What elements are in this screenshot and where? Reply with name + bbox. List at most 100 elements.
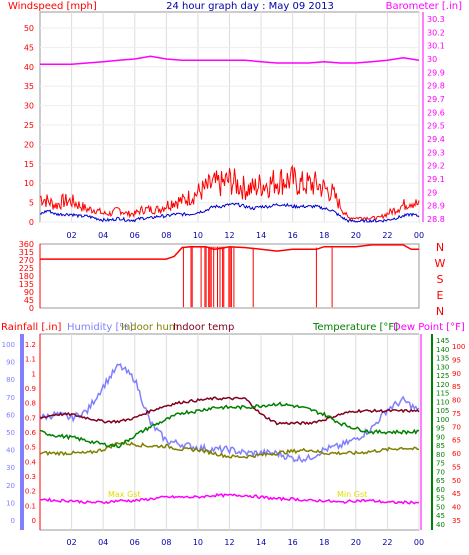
panel3-xtick: 12 (224, 538, 234, 547)
humidity-tick-label: 80 (6, 376, 15, 384)
baro-tick-label: 29.1 (427, 175, 445, 184)
rain-tick-label: 0.6 (25, 429, 37, 437)
dewpoint-tick-label: 70 (452, 423, 461, 431)
dewpoint-tick-label: 45 (452, 490, 461, 498)
temperature-tick-label: 55 (436, 495, 445, 503)
max-gust-annotation: Max Gst (108, 490, 141, 499)
dewpoint-tick-label: 65 (452, 437, 461, 445)
temperature-tick-label: 40 (436, 521, 445, 529)
humidity-tick-label: 100 (2, 341, 15, 349)
direction-spikes (181, 246, 333, 308)
humidity-tick-label: 70 (6, 394, 15, 402)
rain-tick-label: 0.8 (25, 400, 36, 408)
compass-label: W (435, 257, 446, 270)
temperature-tick-label: 65 (436, 477, 445, 485)
baro-tick-label: 29.4 (427, 135, 445, 144)
temperature-tick-label: 75 (436, 460, 445, 468)
rain-tick-label: 0.9 (25, 385, 36, 393)
temperature-tick-label: 110 (436, 398, 449, 406)
panel3-xtick: 10 (193, 538, 203, 547)
wind-tick-label: 35 (24, 82, 34, 91)
temperature-tick-label: 140 (436, 346, 449, 354)
temperature-tick-label: 120 (436, 381, 449, 389)
rain-tick-label: 0.3 (25, 473, 36, 481)
wind-tick-label: 30 (24, 102, 34, 111)
direction-tick-label: 315 (19, 248, 34, 257)
barometer-series (40, 55, 420, 66)
temperature-tick-label: 130 (436, 363, 449, 371)
wind-tick-label: 20 (24, 140, 34, 149)
windspeed-series (39, 164, 420, 221)
humidity-tick-label: 60 (6, 411, 15, 419)
humidity-tick-label: 40 (6, 447, 15, 455)
dewpoint-series (39, 492, 420, 505)
dewpoint-tick-label: 100 (452, 343, 465, 351)
temperature-tick-label: 90 (436, 433, 445, 441)
baro-tick-label: 30 (427, 55, 437, 64)
baro-tick-label: 29.3 (427, 148, 445, 157)
direction-tick-label: 180 (19, 272, 34, 281)
dewpoint-tick-label: 75 (452, 410, 461, 418)
direction-tick-label: 45 (24, 296, 34, 305)
wind-tick-label: 45 (24, 43, 34, 52)
compass-label: E (437, 289, 444, 302)
temperature-tick-label: 105 (436, 407, 449, 415)
panel3-xtick: 00 (414, 538, 424, 547)
rain-tick-label: 0 (32, 517, 36, 525)
temperature-tick-label: 50 (436, 503, 445, 511)
baro-tick-label: 29 (427, 188, 437, 197)
temperature-tick-label: 80 (436, 451, 445, 459)
panel3-xtick: 20 (351, 538, 361, 547)
panel3-xtick: 14 (256, 538, 266, 547)
rain-tick-label: 0.2 (25, 488, 36, 496)
baro-tick-label: 29.2 (427, 162, 445, 171)
humidity-series (39, 363, 420, 464)
baro-tick-label: 30.3 (427, 15, 445, 24)
rain-tick-label: 1.2 (25, 341, 36, 349)
temperature-tick-label: 125 (436, 372, 449, 380)
panel1-xtick: 16 (288, 231, 298, 240)
wind-tick-label: 0 (29, 218, 34, 227)
rain-tick-label: 1.1 (25, 356, 36, 364)
humidity-tick-label: 20 (6, 482, 15, 490)
baro-tick-label: 29.7 (427, 95, 445, 104)
panel1-xtick: 04 (98, 231, 108, 240)
chart-title: 24 hour graph day : May 09 2013 (166, 1, 334, 12)
dewpoint-tick-label: 40 (452, 504, 461, 512)
min-gust-annotation: Min Gst (337, 490, 367, 499)
panel3-xtick: 22 (382, 538, 392, 547)
wind-tick-label: 25 (24, 121, 34, 130)
temperature-tick-label: 60 (436, 486, 445, 494)
panel1-xtick: 02 (66, 231, 76, 240)
temperature-tick-label: 85 (436, 442, 445, 450)
temperature-tick-label: 95 (436, 425, 445, 433)
rain-tick-label: 0.1 (25, 502, 36, 510)
direction-tick-label: 0 (29, 304, 34, 313)
wind-tick-label: 15 (24, 160, 34, 169)
panel3-xtick: 06 (130, 538, 140, 547)
panel3-xtick: 08 (161, 538, 171, 547)
baro-tick-label: 30.2 (427, 28, 445, 37)
panel3-xtick: 04 (98, 538, 108, 547)
panel3-xtick: 18 (319, 538, 329, 547)
panel1-xtick: 00 (414, 231, 424, 240)
dewpoint-tick-label: 60 (452, 450, 461, 458)
panel1-xtick: 06 (130, 231, 140, 240)
panel2-frame (39, 243, 420, 309)
indoor-hum-series (39, 440, 420, 459)
panel1-xtick: 12 (224, 231, 234, 240)
wind-tick-label: 5 (29, 199, 34, 208)
dewpoint-tick-label: 85 (452, 383, 461, 391)
temperature-tick-label: 45 (436, 512, 445, 520)
panel1-xtick: 20 (351, 231, 361, 240)
gust-series (39, 202, 420, 224)
indoor-temp-series (39, 396, 420, 426)
humidity-tick-label: 90 (6, 359, 15, 367)
windspeed-axis-title: Windspeed [mph] (8, 1, 97, 12)
wind-tick-label: 10 (24, 179, 34, 188)
rainfall-axis-title: Rainfall [.in] (1, 322, 62, 333)
indoor-hum-axis-title: Indoor hum (121, 322, 179, 333)
rain-tick-label: 0.4 (25, 458, 37, 466)
temperature-series (39, 401, 420, 449)
